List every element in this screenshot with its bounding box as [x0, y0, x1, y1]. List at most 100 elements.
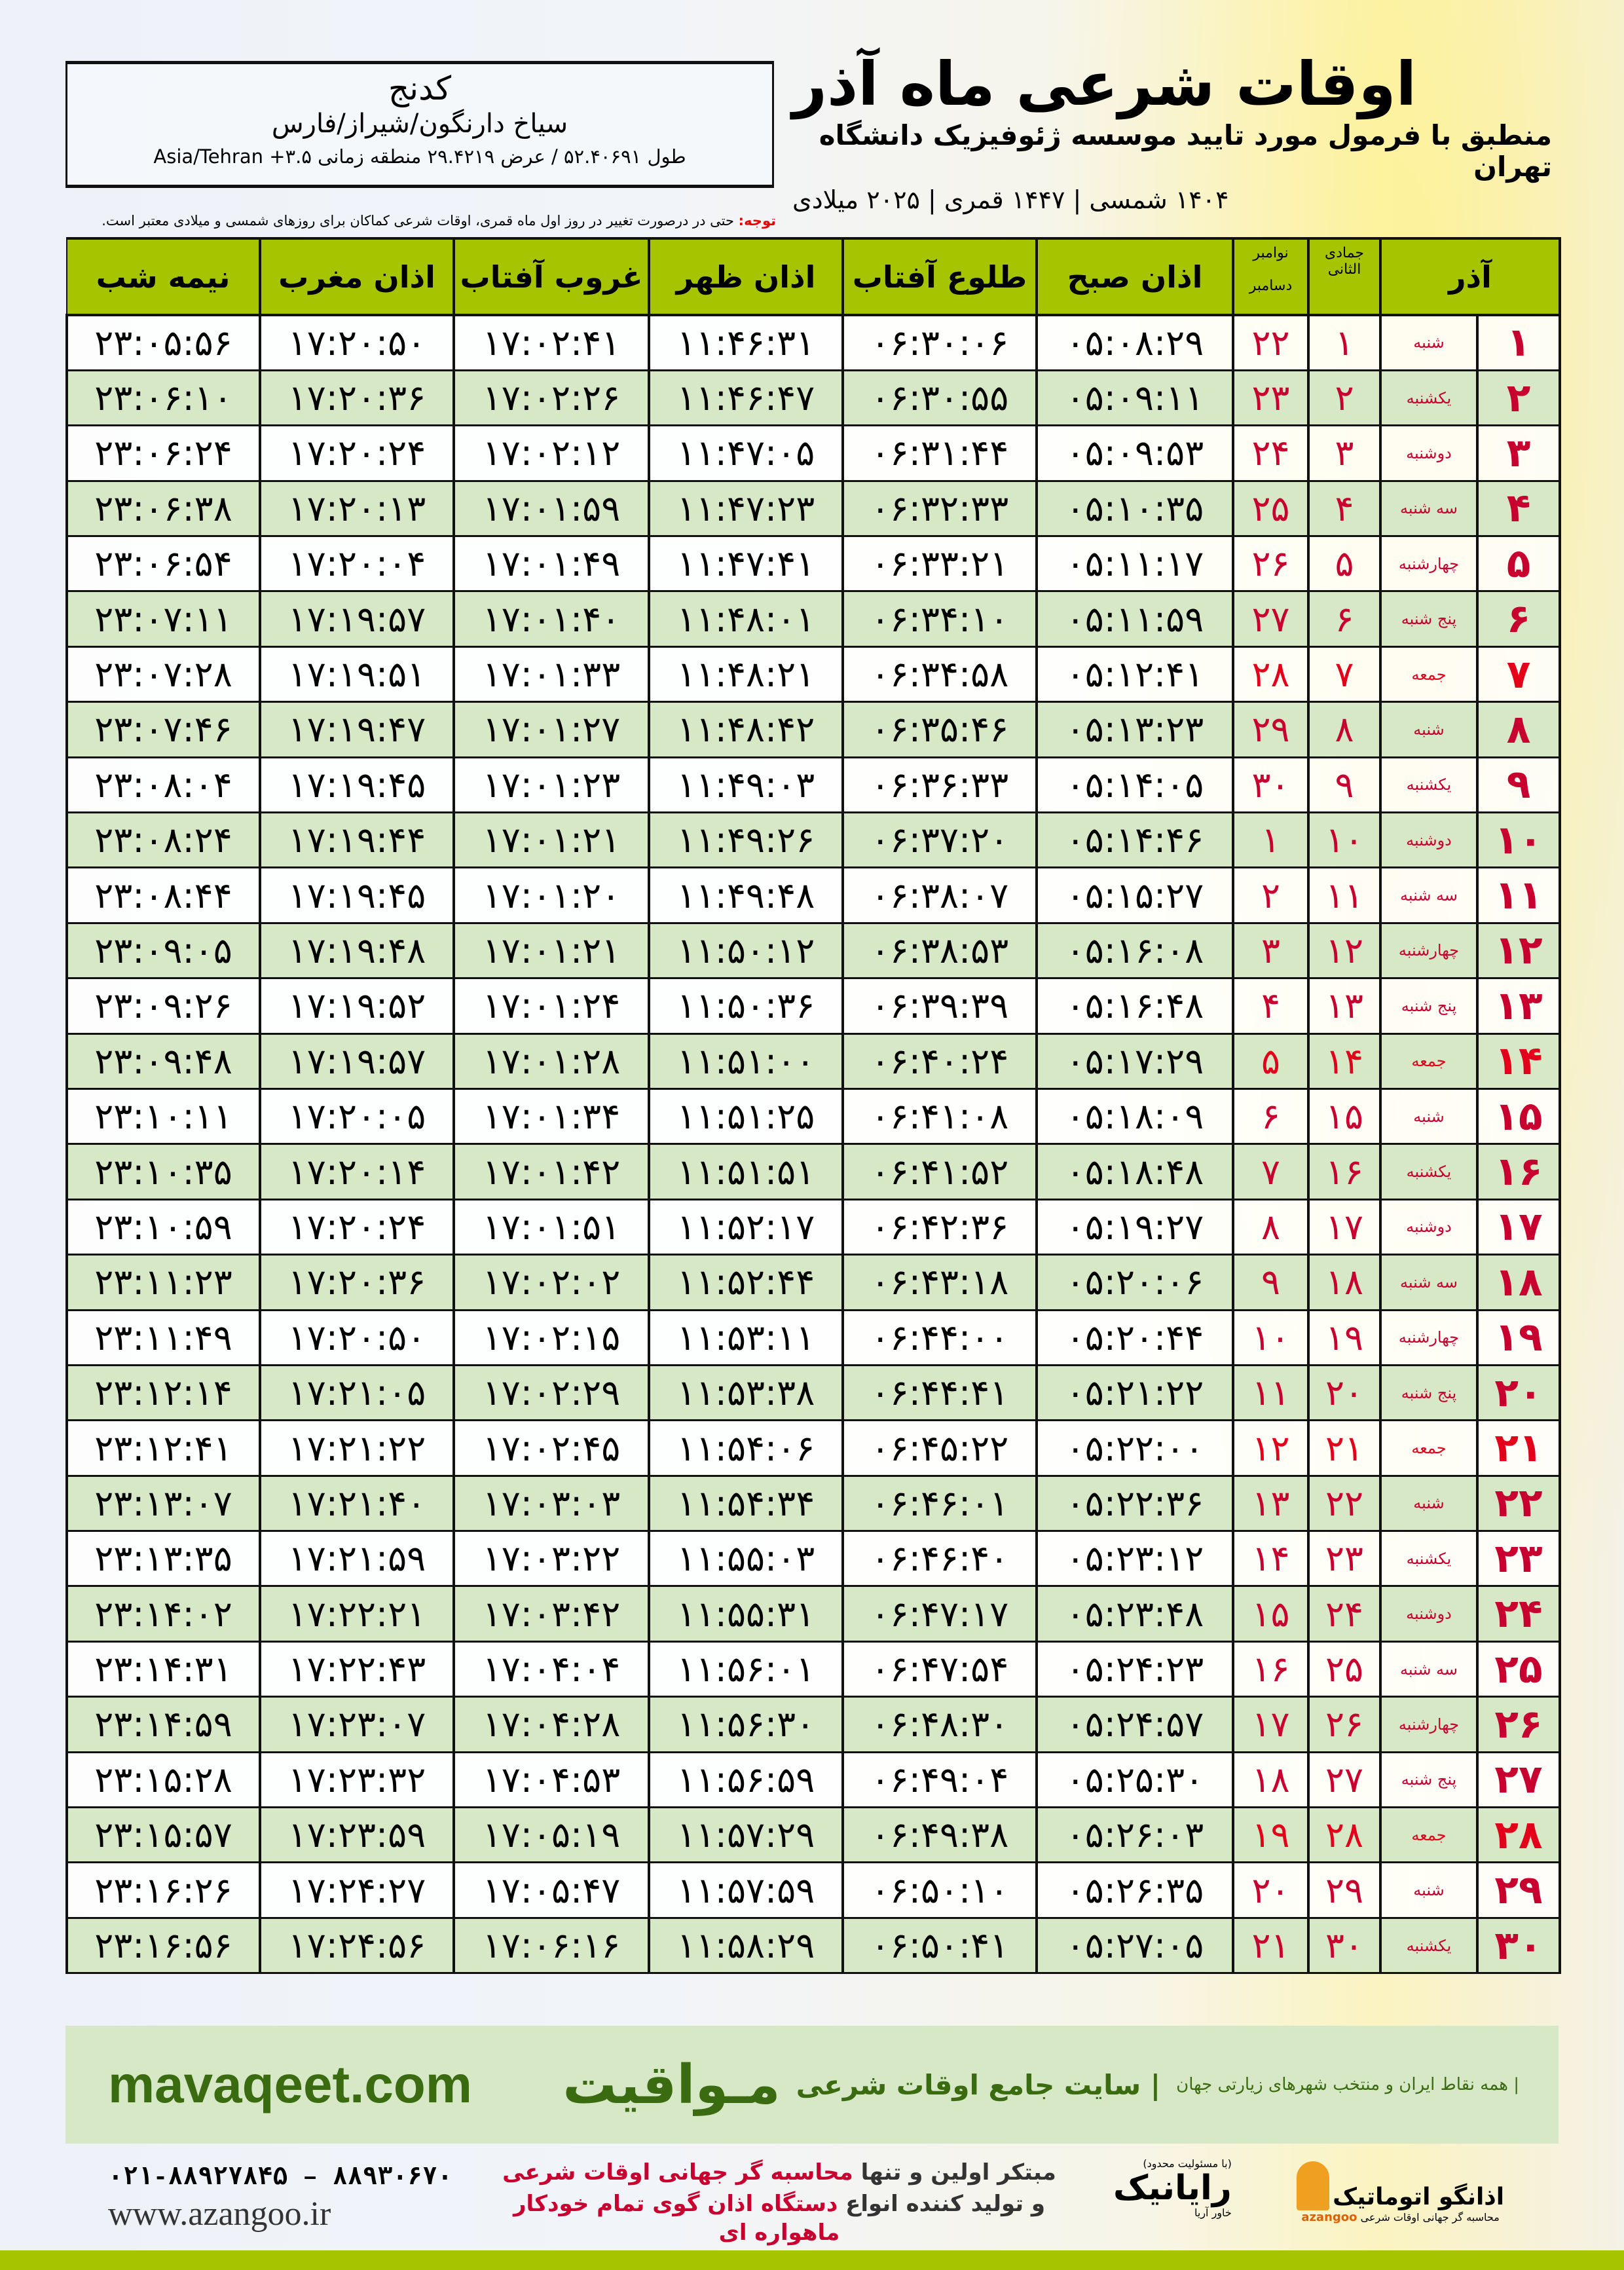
cell-gregorian-day: ۳: [1232, 921, 1310, 980]
cell-hijri-day: ۲۵: [1307, 1640, 1382, 1698]
cell-gregorian-day: ۳۰: [1232, 756, 1310, 814]
cell-sunrise: ۰۶:۳۰:۰۶: [841, 314, 1038, 371]
cell-midnight: ۲۳:۰۹:۴۸: [65, 1032, 261, 1090]
website-link[interactable]: www.azangoo.ir: [108, 2195, 331, 2233]
cell-hijri-day: ۲: [1307, 369, 1382, 427]
header-sunset: غروب آفتاب: [453, 237, 650, 316]
cell-dhuhr: ۱۱:۵۴:۳۴: [648, 1474, 844, 1533]
cell-midnight: ۲۳:۱۴:۳۱: [65, 1640, 261, 1698]
cell-sunrise: ۰۶:۳۴:۱۰: [841, 590, 1038, 648]
cell-dhuhr: ۱۱:۵۲:۱۷: [648, 1198, 844, 1256]
cell-hijri-day: ۱۱: [1307, 866, 1382, 924]
header-gregorian: نوامبر دسامبر: [1232, 237, 1310, 316]
cell-weekday: دوشنبه: [1378, 811, 1479, 869]
rayanik-logo: (با مسئولیت محدود) رایانیک خاور آریا: [1113, 2158, 1232, 2218]
table-row: ۸ شنبه ۸ ۲۹ ۰۵:۱۳:۲۳ ۰۶:۳۵:۴۶ ۱۱:۴۸:۴۲ ۱۷:۰۱:۲۷…: [65, 701, 1562, 758]
cell-weekday: شنبه: [1378, 1474, 1479, 1533]
page-subtitle: منطبق با فرمول مورد تایید موسسه ژئوفیزیک…: [819, 119, 1552, 183]
cell-sunset: ۱۷:۰۱:۲۱: [452, 811, 650, 869]
site-link[interactable]: mavaqeet.com: [108, 2055, 472, 2113]
cell-maghrib: ۱۷:۲۰:۰۴: [259, 535, 455, 593]
cell-sunrise: ۰۶:۳۵:۴۶: [841, 701, 1038, 758]
table-row: ۱ شنبه ۱ ۲۲ ۰۵:۰۸:۲۹ ۰۶:۳۰:۰۶ ۱۱:۴۶:۳۱ ۱۷:۰۲:۴۱…: [65, 314, 1562, 371]
cell-fajr: ۰۵:۲۷:۰۵: [1035, 1916, 1234, 1975]
cell-day: ۲۴: [1476, 1585, 1562, 1643]
cell-midnight: ۲۳:۱۳:۰۷: [65, 1474, 261, 1533]
cell-sunrise: ۰۶:۴۶:۰۱: [841, 1474, 1038, 1533]
cell-midnight: ۲۳:۰۷:۲۸: [65, 645, 261, 703]
cell-gregorian-day: ۲۸: [1232, 645, 1310, 703]
cell-midnight: ۲۳:۰۹:۰۵: [65, 921, 261, 980]
cell-dhuhr: ۱۱:۴۷:۰۵: [648, 424, 844, 482]
cell-hijri-day: ۱۳: [1307, 977, 1382, 1035]
cell-sunset: ۱۷:۰۶:۱۶: [452, 1916, 650, 1975]
header-sunrise: طلوع آفتاب: [842, 237, 1038, 316]
cell-day: ۳: [1476, 424, 1562, 482]
cell-dhuhr: ۱۱:۵۲:۴۴: [648, 1254, 844, 1311]
cell-day: ۲۸: [1476, 1806, 1562, 1864]
cell-day: ۶: [1476, 590, 1562, 648]
table-row: ۲۹ شنبه ۲۹ ۲۰ ۰۵:۲۶:۳۵ ۰۶:۵۰:۱۰ ۱۱:۵۷:۵۹ ۱۷:۰۵:…: [65, 1861, 1562, 1919]
cell-gregorian-day: ۱۱: [1232, 1364, 1310, 1422]
cell-sunset: ۱۷:۰۱:۵۱: [452, 1198, 650, 1256]
cell-maghrib: ۱۷:۲۳:۳۲: [259, 1751, 455, 1809]
cell-dhuhr: ۱۱:۵۵:۰۳: [648, 1530, 844, 1588]
promo-2a: و تولید کننده انواع: [838, 2191, 1046, 2218]
cell-maghrib: ۱۷:۲۰:۵۰: [259, 1309, 455, 1366]
cell-weekday: چهارشنبه: [1378, 1696, 1479, 1753]
cell-hijri-day: ۲۰: [1307, 1364, 1382, 1422]
cell-gregorian-day: ۲۶: [1232, 535, 1310, 593]
cell-maghrib: ۱۷:۲۱:۲۲: [259, 1419, 455, 1477]
cell-weekday: یکشنبه: [1378, 1143, 1479, 1200]
cell-maghrib: ۱۷:۲۱:۰۵: [259, 1364, 455, 1422]
cell-gregorian-day: ۱۷: [1232, 1696, 1310, 1753]
cell-weekday: یکشنبه: [1378, 1916, 1479, 1975]
cell-sunrise: ۰۶:۴۳:۱۸: [841, 1254, 1038, 1311]
table-row: ۱۵ شنبه ۱۵ ۶ ۰۵:۱۸:۰۹ ۰۶:۴۱:۰۸ ۱۱:۵۱:۲۵ ۱۷:۰۱:۳…: [65, 1087, 1562, 1145]
cell-maghrib: ۱۷:۱۹:۴۷: [259, 701, 455, 758]
cell-hijri-day: ۱۷: [1307, 1198, 1382, 1256]
cell-weekday: دوشنبه: [1378, 1198, 1479, 1256]
cell-fajr: ۰۵:۲۰:۰۶: [1035, 1254, 1234, 1311]
cell-gregorian-day: ۲۵: [1232, 479, 1310, 538]
cell-maghrib: ۱۷:۲۰:۵۰: [259, 314, 455, 371]
cell-sunrise: ۰۶:۴۶:۴۰: [841, 1530, 1038, 1588]
cell-sunrise: ۰۶:۳۹:۳۹: [841, 977, 1038, 1035]
cell-fajr: ۰۵:۱۴:۰۵: [1035, 756, 1234, 814]
cell-day: ۲۷: [1476, 1751, 1562, 1809]
cell-sunset: ۱۷:۰۲:۱۵: [452, 1309, 650, 1366]
cell-maghrib: ۱۷:۲۰:۳۶: [259, 369, 455, 427]
cell-gregorian-day: ۲۲: [1232, 314, 1310, 371]
cell-sunrise: ۰۶:۴۸:۳۰: [841, 1696, 1038, 1753]
cell-maghrib: ۱۷:۱۹:۵۷: [259, 1032, 455, 1090]
cell-sunrise: ۰۶:۳۸:۰۷: [841, 866, 1038, 924]
cell-sunset: ۱۷:۰۱:۲۱: [452, 921, 650, 980]
cell-fajr: ۰۵:۰۸:۲۹: [1035, 314, 1234, 371]
cell-midnight: ۲۳:۱۲:۴۱: [65, 1419, 261, 1477]
brand-logo: مـواقیت: [563, 2053, 781, 2116]
cell-sunset: ۱۷:۰۳:۲۲: [452, 1530, 650, 1588]
cell-hijri-day: ۷: [1307, 645, 1382, 703]
cell-day: ۱: [1476, 314, 1562, 371]
cell-day: ۱۰: [1476, 811, 1562, 869]
page-header: اوقات شرعی ماه آذر منطبق با فرمول مورد ت…: [792, 51, 1552, 214]
cell-dhuhr: ۱۱:۵۷:۵۹: [648, 1861, 844, 1919]
cell-hijri-day: ۸: [1307, 701, 1382, 758]
cell-day: ۲۲: [1476, 1474, 1562, 1533]
cell-hijri-day: ۱۸: [1307, 1254, 1382, 1311]
header-hijri: جمادی الثانی: [1308, 237, 1382, 316]
table-row: ۳ دوشنبه ۳ ۲۴ ۰۵:۰۹:۵۳ ۰۶:۳۱:۴۴ ۱۱:۴۷:۰۵ ۱۷:۰۲:…: [65, 424, 1562, 482]
cell-maghrib: ۱۷:۲۰:۱۳: [259, 479, 455, 538]
cell-maghrib: ۱۷:۲۰:۱۴: [259, 1143, 455, 1200]
cell-weekday: شنبه: [1378, 1861, 1479, 1919]
cell-maghrib: ۱۷:۲۴:۵۶: [259, 1916, 455, 1975]
cell-sunset: ۱۷:۰۱:۲۳: [452, 756, 650, 814]
cell-sunset: ۱۷:۰۱:۴۹: [452, 535, 650, 593]
cell-gregorian-day: ۴: [1232, 977, 1310, 1035]
cell-fajr: ۰۵:۱۸:۴۸: [1035, 1143, 1234, 1200]
cell-sunset: ۱۷:۰۲:۰۲: [452, 1254, 650, 1311]
cell-midnight: ۲۳:۱۶:۲۶: [65, 1861, 261, 1919]
table-row: ۳۰ یکشنبه ۳۰ ۲۱ ۰۵:۲۷:۰۵ ۰۶:۵۰:۴۱ ۱۱:۵۸:۲۹ ۱۷:۰…: [65, 1916, 1562, 1975]
table-body: ۱ شنبه ۱ ۲۲ ۰۵:۰۸:۲۹ ۰۶:۳۰:۰۶ ۱۱:۴۶:۳۱ ۱۷:۰۲:۴۱…: [65, 314, 1562, 1975]
cell-fajr: ۰۵:۱۸:۰۹: [1035, 1087, 1234, 1145]
